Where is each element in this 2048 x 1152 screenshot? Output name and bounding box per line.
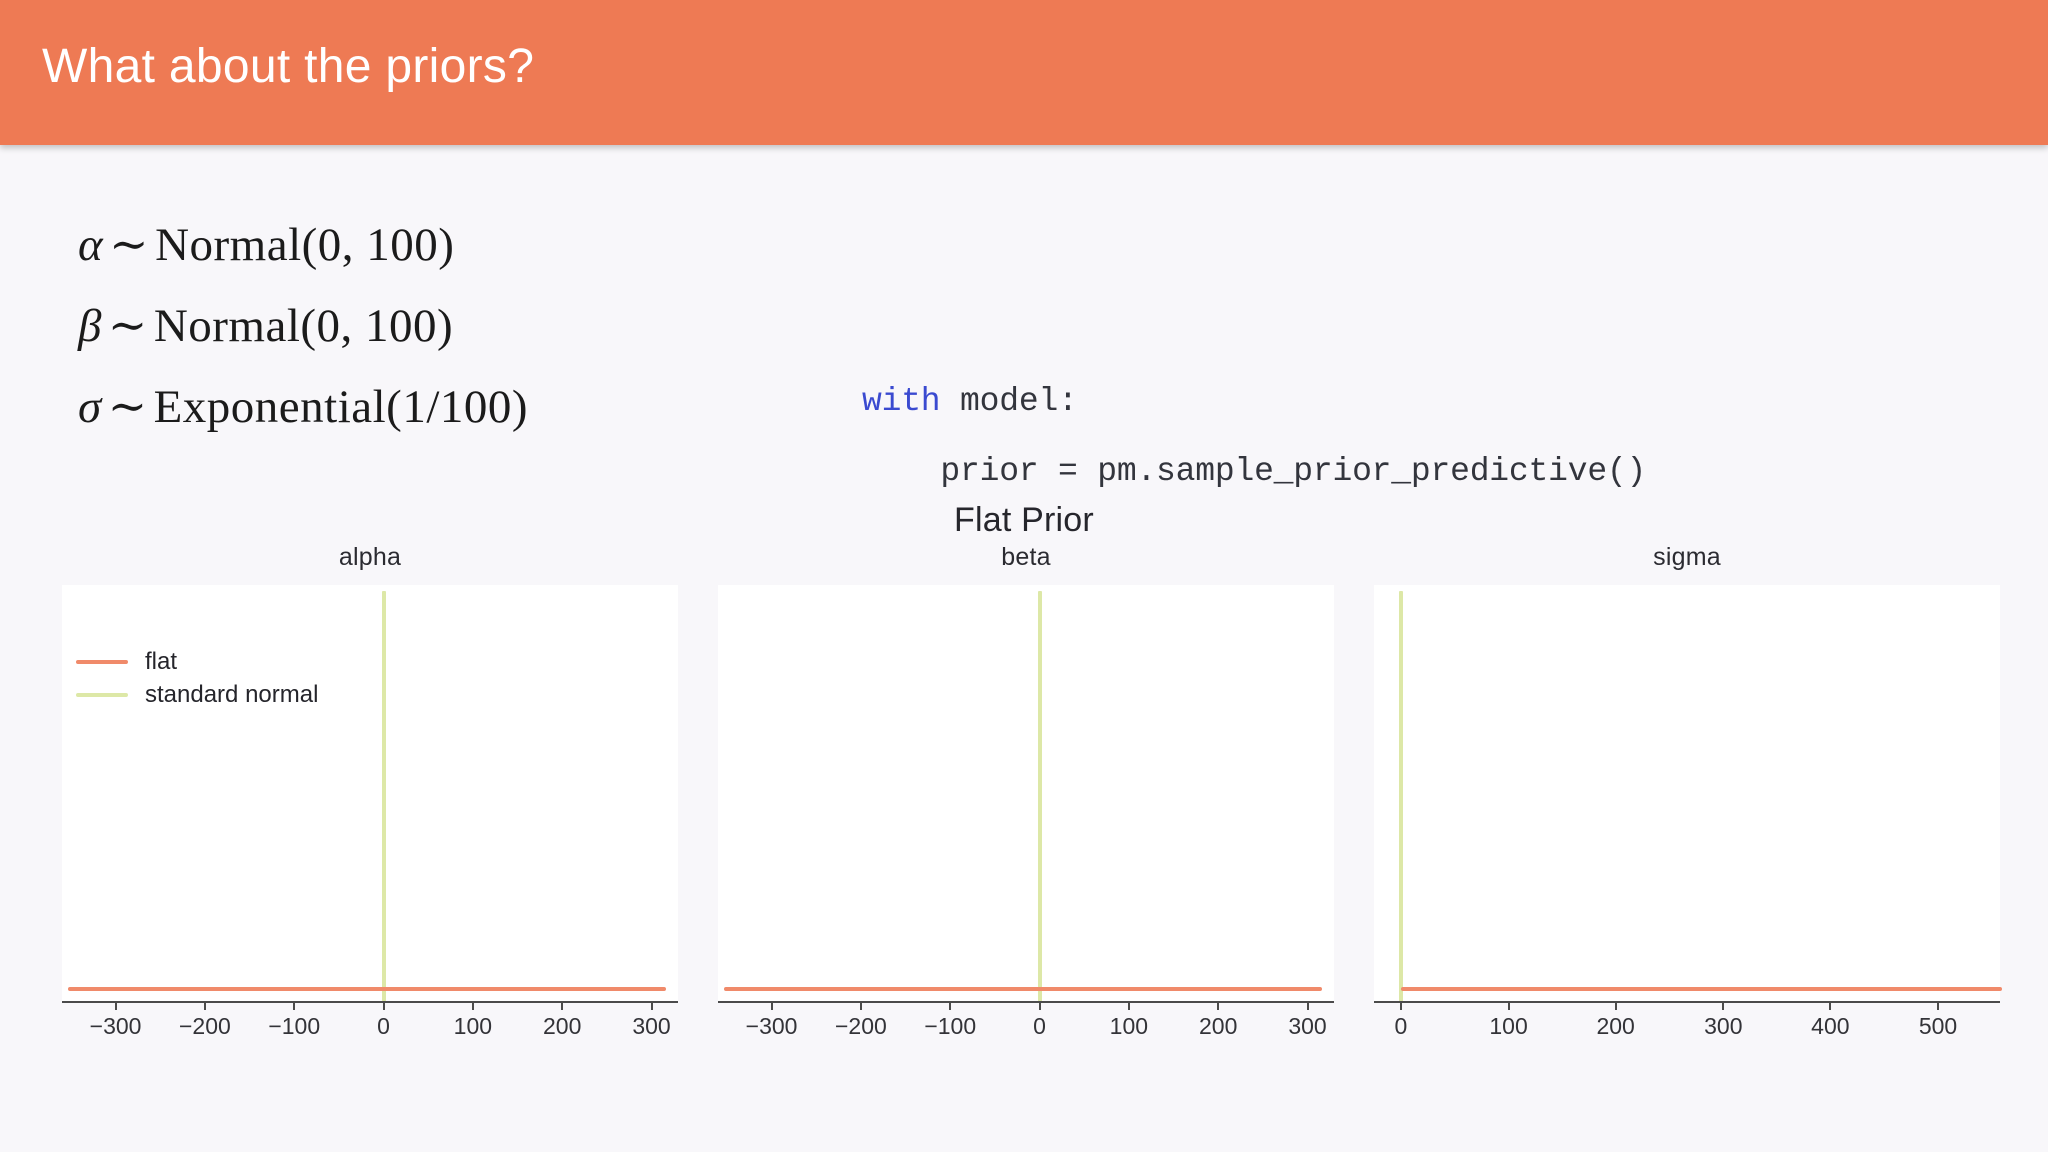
panel-beta-xtick-4: 100 xyxy=(1109,1013,1149,1039)
equation-sigma: σ ∼ Exponential(1/100) xyxy=(78,367,528,448)
panel-sigma-xtick-0: 0 xyxy=(1394,1013,1408,1039)
panel-alpha-x-axis xyxy=(62,1001,678,1010)
equation-sigma-relation: ∼ xyxy=(107,381,148,433)
equation-alpha-relation: ∼ xyxy=(109,219,150,271)
panel-alpha-spike-standard-normal xyxy=(381,591,386,1003)
figure-suptitle: Flat Prior xyxy=(954,501,1094,539)
tick-mark xyxy=(1722,1003,1725,1010)
equation-beta-relation: ∼ xyxy=(107,300,148,352)
tick-mark xyxy=(949,1003,952,1010)
legend-item-standard-normal: standard normal xyxy=(76,678,318,711)
legend-label-standard-normal: standard normal xyxy=(145,680,319,708)
panel-beta-xtick-3: 0 xyxy=(1033,1013,1046,1039)
legend-swatch-standard-normal xyxy=(76,692,128,697)
equation-beta-symbol: β xyxy=(78,300,102,352)
panel-alpha-xtick-2: −100 xyxy=(268,1013,321,1039)
panel-sigma: sigma 0 100 200 300 xyxy=(1374,543,2002,1063)
panel-alpha-xtick-6: 300 xyxy=(632,1013,671,1039)
tick-mark xyxy=(1217,1003,1220,1010)
panel-sigma-xtick-1: 100 xyxy=(1489,1013,1528,1039)
panel-sigma-xtick-4: 400 xyxy=(1811,1013,1850,1039)
tick-mark xyxy=(1038,1003,1041,1010)
tick-mark xyxy=(203,1003,206,1010)
tick-mark xyxy=(1937,1003,1940,1010)
page-title: What about the priors? xyxy=(42,40,535,93)
panel-beta-xtick-0: −300 xyxy=(745,1013,798,1039)
slide-body: α ∼ Normal(0, 100) β ∼ Normal(0, 100) σ ∼ Expo… xyxy=(0,145,2048,1152)
equation-beta: β ∼ Normal(0, 100) xyxy=(78,286,528,367)
tick-mark xyxy=(1399,1003,1402,1010)
panel-beta-title: beta xyxy=(1001,543,1051,571)
tick-mark xyxy=(293,1003,296,1010)
figure-panels: alpha flat standard normal xyxy=(0,543,2048,1063)
tick-mark xyxy=(1829,1003,1832,1010)
panel-beta-x-axis xyxy=(718,1001,1334,1010)
panel-alpha-xtick-5: 200 xyxy=(543,1013,582,1039)
chart-legend: flat standard normal xyxy=(76,645,318,711)
panel-alpha-plot-area: flat standard normal xyxy=(62,585,678,1010)
panel-alpha: alpha flat standard normal xyxy=(62,543,678,1063)
equation-alpha: α ∼ Normal(0, 100) xyxy=(78,205,528,286)
panel-beta-xtick-2: −100 xyxy=(924,1013,977,1039)
tick-mark xyxy=(471,1003,474,1010)
legend-swatch-flat xyxy=(76,659,128,664)
prior-equations: α ∼ Normal(0, 100) β ∼ Normal(0, 100) σ ∼ Expo… xyxy=(78,205,528,448)
panel-sigma-xtick-3: 300 xyxy=(1704,1013,1743,1039)
panel-beta-spike-standard-normal xyxy=(1037,591,1042,1003)
panel-sigma-plot-area xyxy=(1374,585,2002,1010)
panel-beta-line-flat xyxy=(724,987,1322,991)
tick-mark xyxy=(382,1003,385,1010)
tick-mark xyxy=(1507,1003,1510,1010)
code-snippet: with model: prior = pm.sample_prior_pred… xyxy=(862,367,1646,507)
panel-sigma-line-flat xyxy=(1400,987,2002,991)
panel-sigma-xtick-2: 200 xyxy=(1596,1013,1635,1039)
panel-alpha-xtick-1: −200 xyxy=(179,1013,231,1039)
tick-mark xyxy=(561,1003,564,1010)
panel-sigma-title: sigma xyxy=(1653,543,1721,571)
tick-mark xyxy=(650,1003,653,1010)
panel-sigma-xtick-5: 500 xyxy=(1918,1013,1958,1039)
equation-sigma-symbol: σ xyxy=(78,381,102,433)
tick-mark xyxy=(770,1003,773,1010)
tick-mark xyxy=(114,1003,117,1010)
panel-beta-xtick-1: −200 xyxy=(835,1013,887,1039)
legend-item-flat: flat xyxy=(76,645,318,678)
panel-sigma-spike-standard-normal xyxy=(1398,591,1403,1003)
tick-mark xyxy=(1127,1003,1130,1010)
code-line-1-rest: model: xyxy=(940,383,1078,420)
panel-alpha-line-flat xyxy=(68,987,666,991)
equation-sigma-expression: Exponential(1/100) xyxy=(153,381,529,433)
tick-mark xyxy=(1614,1003,1617,1010)
tick-mark xyxy=(859,1003,862,1010)
equation-alpha-symbol: α xyxy=(78,219,104,271)
panel-alpha-xtick-4: 100 xyxy=(453,1013,493,1039)
code-keyword-with: with xyxy=(862,383,941,420)
tick-mark xyxy=(1306,1003,1309,1010)
prior-predictive-figure: Flat Prior alpha flat standard normal xyxy=(0,145,2048,1152)
panel-beta: beta −300 −200 −100 xyxy=(718,543,1334,1063)
panel-beta-plot-area xyxy=(718,585,1334,1010)
panel-beta-xtick-6: 300 xyxy=(1288,1013,1327,1039)
slide-header: What about the priors? xyxy=(0,0,2048,145)
equation-alpha-expression: Normal(0, 100) xyxy=(155,219,455,271)
panel-beta-xtick-5: 200 xyxy=(1199,1013,1238,1039)
panel-alpha-xtick-0: −300 xyxy=(89,1013,142,1039)
panel-alpha-title: alpha xyxy=(338,543,402,571)
panel-alpha-xtick-3: 0 xyxy=(377,1013,390,1039)
panel-sigma-x-axis xyxy=(1374,1001,2000,1010)
code-line-2: prior = pm.sample_prior_predictive() xyxy=(862,453,1647,490)
legend-label-flat: flat xyxy=(145,647,178,675)
equation-beta-expression: Normal(0, 100) xyxy=(153,300,454,352)
